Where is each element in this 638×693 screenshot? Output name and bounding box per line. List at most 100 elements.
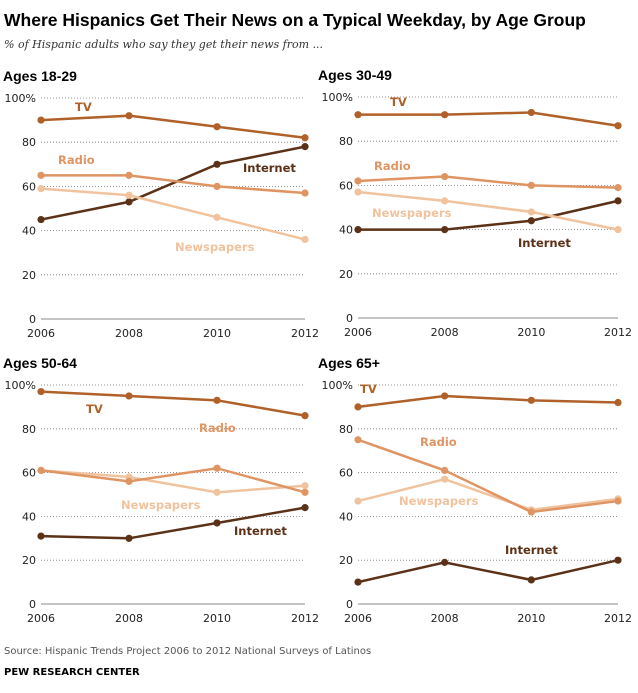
- data-point-internet: [614, 197, 622, 205]
- data-point-newspapers: [125, 191, 133, 199]
- chart-subtitle: % of Hispanic adults who say they get th…: [4, 38, 324, 51]
- data-point-radio: [37, 171, 45, 179]
- data-point-internet: [441, 226, 449, 234]
- panel-ages-65-: Ages 65+ 0 20 40 60 80 100% 2006 2008 2010 2012 Int…: [318, 355, 632, 625]
- panel-title: Ages 50-64: [3, 355, 77, 371]
- x-tick-label: 2008: [115, 612, 143, 625]
- y-tick-label: 100%: [5, 379, 36, 392]
- data-point-newspapers: [301, 482, 309, 490]
- data-point-tv: [213, 396, 221, 404]
- y-tick-label: 60: [22, 180, 36, 193]
- x-tick-label: 2010: [517, 326, 545, 339]
- series-line-radio: [41, 174, 306, 195]
- series-line-radio: [357, 438, 619, 514]
- data-point-tv: [37, 387, 45, 396]
- y-tick-label: 20: [22, 269, 36, 282]
- x-tick-label: 2012: [604, 612, 632, 625]
- data-point-internet: [301, 143, 309, 151]
- data-point-newspapers: [354, 188, 362, 196]
- y-tick-label: 40: [22, 225, 36, 238]
- series-line-tv: [40, 390, 306, 417]
- x-tick-label: 2008: [431, 612, 459, 625]
- data-point-radio: [441, 466, 449, 475]
- data-point-radio: [213, 464, 221, 472]
- y-tick-label: 20: [22, 554, 36, 567]
- x-tick-label: 2010: [203, 327, 231, 340]
- x-tick-label: 2010: [517, 612, 545, 625]
- y-tick-label: 0: [29, 313, 36, 326]
- series-label-newspapers: Newspapers: [121, 498, 201, 512]
- series-line-tv: [40, 114, 306, 140]
- data-point-radio: [125, 477, 133, 485]
- data-point-newspapers: [213, 213, 221, 221]
- data-point-radio: [614, 497, 622, 505]
- data-point-radio: [37, 466, 45, 475]
- data-point-tv: [301, 412, 309, 420]
- series-line-radio: [357, 175, 619, 189]
- series-label-radio: Radio: [58, 153, 95, 167]
- data-point-radio: [125, 171, 133, 179]
- data-point-radio: [527, 508, 535, 516]
- y-tick-label: 60: [22, 467, 36, 480]
- data-point-internet: [125, 534, 133, 542]
- series-label-internet: Internet: [505, 543, 558, 557]
- series-label-newspapers: Newspapers: [372, 206, 452, 220]
- panel-title: Ages 65+: [318, 355, 380, 371]
- data-point-tv: [614, 122, 622, 130]
- data-point-internet: [354, 226, 362, 234]
- data-point-newspapers: [527, 208, 535, 216]
- series-line-internet: [40, 145, 306, 221]
- data-point-tv: [441, 392, 449, 400]
- series-label-newspapers: Newspapers: [175, 240, 255, 254]
- y-tick-label: 100%: [5, 92, 36, 105]
- data-point-radio: [301, 488, 309, 496]
- panel-title: Ages 18-29: [3, 68, 77, 84]
- chart-title: Where Hispanics Get Their News on a Typi…: [4, 10, 586, 30]
- x-tick-label: 2006: [344, 326, 372, 339]
- y-tick-label: 20: [339, 268, 353, 281]
- data-point-internet: [125, 198, 133, 206]
- data-point-tv: [354, 403, 362, 411]
- y-tick-label: 60: [339, 467, 353, 480]
- series-label-radio: Radio: [374, 159, 411, 173]
- data-point-tv: [527, 108, 535, 117]
- y-tick-label: 80: [22, 136, 36, 149]
- data-point-tv: [614, 398, 622, 407]
- data-point-tv: [301, 134, 309, 142]
- x-tick-label: 2006: [344, 612, 372, 625]
- x-tick-label: 2008: [431, 326, 459, 339]
- y-tick-label: 0: [346, 598, 353, 611]
- data-point-tv: [125, 112, 133, 120]
- panel-ages-50-64: Ages 50-64 0 20 40 60 80 100% 2006 2008 2010 2012 I…: [3, 355, 319, 625]
- series-line-internet: [358, 199, 619, 231]
- y-tick-label: 20: [339, 554, 353, 567]
- series-label-internet: Internet: [518, 236, 571, 250]
- data-point-radio: [441, 172, 449, 181]
- panel-title: Ages 30-49: [318, 67, 392, 83]
- series-line-newspapers: [40, 187, 306, 241]
- data-point-newspapers: [441, 197, 449, 205]
- data-point-tv: [125, 392, 133, 400]
- data-point-internet: [527, 576, 535, 584]
- series-label-internet: Internet: [234, 524, 287, 538]
- x-tick-label: 2012: [291, 327, 319, 340]
- y-tick-label: 80: [22, 423, 36, 436]
- series-line-newspapers: [357, 190, 619, 231]
- data-point-newspapers: [441, 475, 449, 483]
- series-label-tv: TV: [390, 95, 407, 109]
- y-tick-label: 0: [346, 312, 353, 325]
- series-line-radio: [40, 466, 306, 494]
- data-point-radio: [527, 181, 535, 189]
- data-point-tv: [441, 111, 449, 119]
- data-point-internet: [301, 504, 309, 512]
- series-label-internet: Internet: [243, 161, 296, 175]
- data-point-radio: [213, 182, 221, 190]
- data-point-newspapers: [213, 488, 221, 496]
- x-tick-label: 2006: [27, 612, 55, 625]
- data-point-tv: [354, 111, 362, 119]
- data-point-radio: [354, 177, 362, 185]
- source-note: Source: Hispanic Trends Project 2006 to …: [4, 646, 372, 657]
- y-tick-label: 100%: [322, 91, 353, 104]
